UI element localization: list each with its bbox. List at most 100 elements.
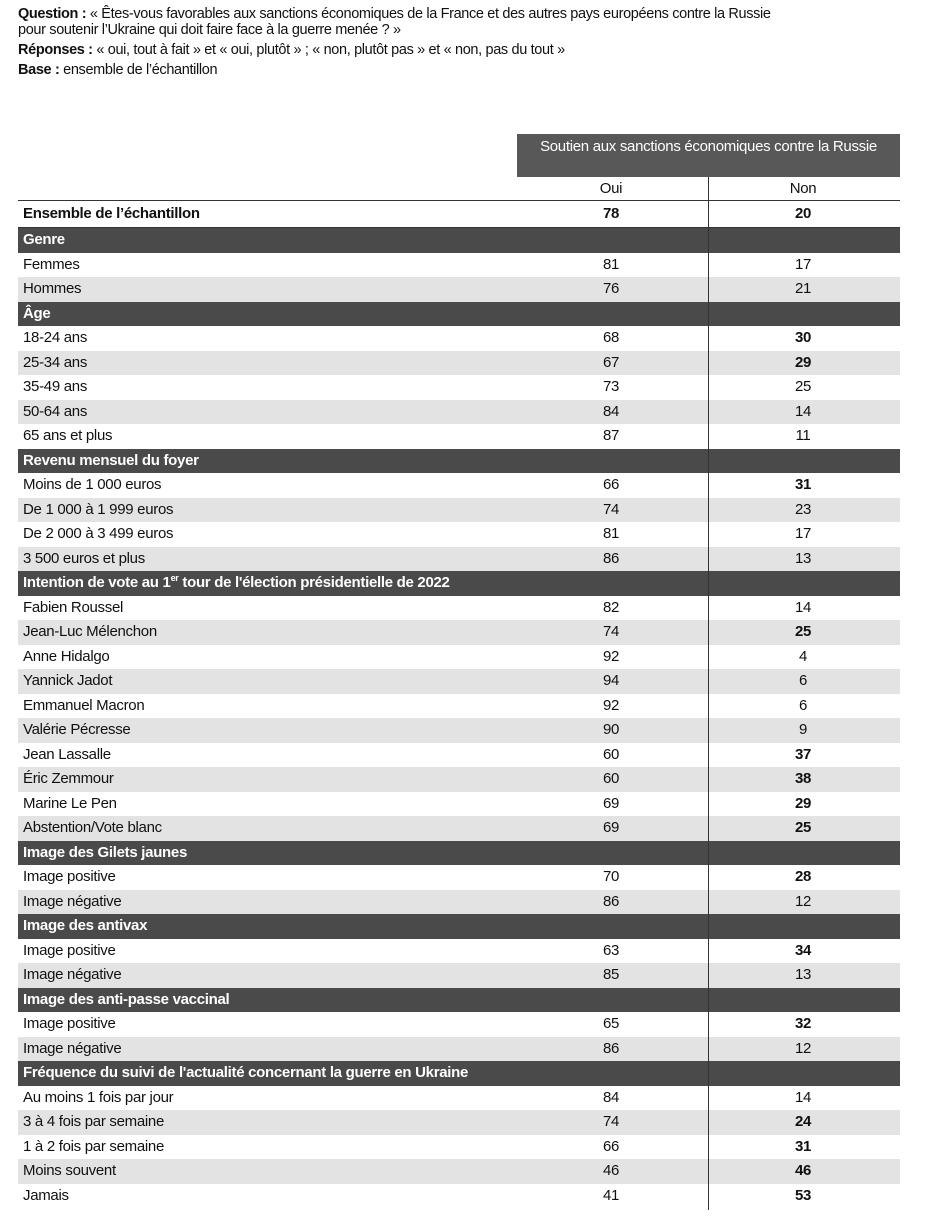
- row-label: 50-64 ans: [23, 402, 88, 420]
- table-row: Femmes 81 17: [18, 253, 900, 278]
- table-row: Image positive 65 32: [18, 1012, 900, 1037]
- row-label: Image positive: [23, 941, 116, 959]
- row-label: Jamais: [23, 1186, 69, 1204]
- row-label: Image positive: [23, 1015, 116, 1032]
- table-row: 65 ans et plus 87 11: [18, 424, 900, 449]
- cell-value: 70: [602, 868, 620, 885]
- header: Question : « Êtes-vous favorables aux sa…: [18, 6, 918, 82]
- cell-value: 14: [794, 1088, 812, 1106]
- cell-value: 86: [602, 892, 620, 910]
- cell-value: 11: [795, 427, 811, 444]
- cell-value: 68: [602, 329, 620, 346]
- total-row: Ensemble de l’échantillon 78 20: [18, 200, 900, 228]
- base: Base : ensemble de l’échantillon: [18, 62, 918, 78]
- section-title-text: Image des anti-passe vaccinal: [23, 990, 230, 1008]
- row-label: Marine Le Pen: [23, 794, 117, 812]
- table-row: Fabien Roussel 82 14: [18, 596, 900, 621]
- table-row: Image positive 63 34: [18, 939, 900, 964]
- cell-value: 31: [794, 476, 812, 493]
- cell-value: 87: [602, 427, 620, 444]
- cell-value: 69: [602, 819, 620, 836]
- cell-value: 24: [794, 1113, 812, 1130]
- cell-value: 13: [794, 966, 812, 983]
- row-label: Ensemble de l’échantillon: [23, 205, 200, 222]
- table-row: 3 500 euros et plus 86 13: [18, 546, 900, 571]
- section-header: Âge: [18, 301, 900, 326]
- table-row: Anne Hidalgo 92 4: [18, 645, 900, 670]
- cell-value: 37: [794, 745, 812, 763]
- row-label: Jean Lassalle: [23, 745, 111, 763]
- table-row: Éric Zemmour 60 38: [18, 767, 900, 792]
- section-header: Intention de vote au 1er tour de l'élect…: [18, 571, 900, 596]
- table-row: De 1 000 à 1 999 euros 74 23: [18, 497, 900, 522]
- cell-value: 32: [794, 1015, 812, 1032]
- cell-value: 66: [602, 1137, 620, 1155]
- cell-value: 92: [602, 647, 620, 665]
- table-row: Moins souvent 46 46: [18, 1159, 900, 1184]
- section-header: Genre: [18, 228, 900, 253]
- cell-value: 94: [602, 672, 620, 689]
- cell-value: 81: [602, 525, 620, 542]
- row-label: 35-49 ans: [23, 378, 88, 395]
- cell-value: 73: [602, 378, 620, 395]
- base-label: Base :: [18, 62, 60, 78]
- table-row: 25-34 ans 67 29: [18, 350, 900, 375]
- section-title: Image des anti-passe vaccinal: [23, 988, 230, 1013]
- table-row: 18-24 ans 68 30: [18, 326, 900, 351]
- row-label: Éric Zemmour: [23, 770, 114, 787]
- cell-value: 4: [798, 647, 808, 665]
- cell-value: 86: [602, 1039, 620, 1057]
- row-label: Moins souvent: [23, 1162, 116, 1179]
- table-row: Valérie Pécresse 90 9: [18, 718, 900, 743]
- cell-value: 20: [794, 205, 812, 222]
- column-header: Non: [789, 180, 817, 197]
- row-label: 65 ans et plus: [23, 427, 113, 444]
- row-label: Abstention/Vote blanc: [23, 819, 162, 836]
- cell-value: 53: [794, 1186, 812, 1204]
- row-label: Femmes: [23, 255, 80, 273]
- cell-value: 67: [602, 353, 620, 371]
- cell-value: 34: [794, 941, 812, 959]
- cell-value: 84: [602, 1088, 620, 1106]
- row-label: Au moins 1 fois par jour: [23, 1088, 174, 1106]
- section-title: Image des antivax: [23, 914, 147, 939]
- group-header: Soutien aux sanctions économiques contre…: [517, 134, 900, 177]
- cell-value: 60: [602, 770, 620, 787]
- row-label: 1 à 2 fois par semaine: [23, 1137, 164, 1155]
- row-label: Image négative: [23, 1039, 122, 1057]
- table-row: 35-49 ans 73 25: [18, 375, 900, 400]
- row-label: Moins de 1 000 euros: [23, 476, 162, 493]
- section-title-text: Image des antivax: [23, 917, 148, 934]
- cell-value: 82: [602, 598, 620, 616]
- section-title-text: tour de l'élection présidentielle de 202…: [178, 574, 450, 591]
- table-row: Jean-Luc Mélenchon 74 25: [18, 620, 900, 645]
- cell-value: 86: [602, 549, 620, 567]
- section-title-sup: er: [170, 573, 179, 583]
- cell-value: 74: [602, 623, 620, 640]
- table-row: Yannick Jadot 94 6: [18, 669, 900, 694]
- cell-value: 12: [794, 892, 812, 910]
- cell-value: 78: [602, 205, 620, 222]
- cell-value: 23: [794, 500, 812, 518]
- table-row: Marine Le Pen 69 29: [18, 792, 900, 817]
- section-title-text: Intention de vote au 1: [23, 574, 171, 591]
- cell-value: 81: [602, 255, 620, 273]
- table-row: Hommes 76 21: [18, 277, 900, 302]
- row-label: Emmanuel Macron: [23, 696, 145, 714]
- cell-value: 17: [794, 525, 812, 542]
- table-row: De 2 000 à 3 499 euros 81 17: [18, 522, 900, 547]
- section-title-text: Genre: [23, 231, 65, 248]
- cell-value: 29: [794, 794, 812, 812]
- table-row: 1 à 2 fois par semaine 66 31: [18, 1135, 900, 1160]
- cell-value: 41: [602, 1186, 620, 1204]
- cell-value: 74: [602, 500, 620, 518]
- cell-value: 21: [794, 280, 812, 297]
- section-header: Image des antivax: [18, 914, 900, 939]
- section-title-text: Revenu mensuel du foyer: [23, 451, 199, 469]
- section-title-text: Image des Gilets jaunes: [23, 843, 188, 861]
- question-text: pour soutenir l’Ukraine qui doit faire f…: [18, 22, 401, 38]
- cell-value: 6: [798, 672, 808, 689]
- cell-value: 66: [602, 476, 620, 493]
- row-label: Valérie Pécresse: [23, 721, 131, 738]
- cell-value: 12: [794, 1039, 812, 1057]
